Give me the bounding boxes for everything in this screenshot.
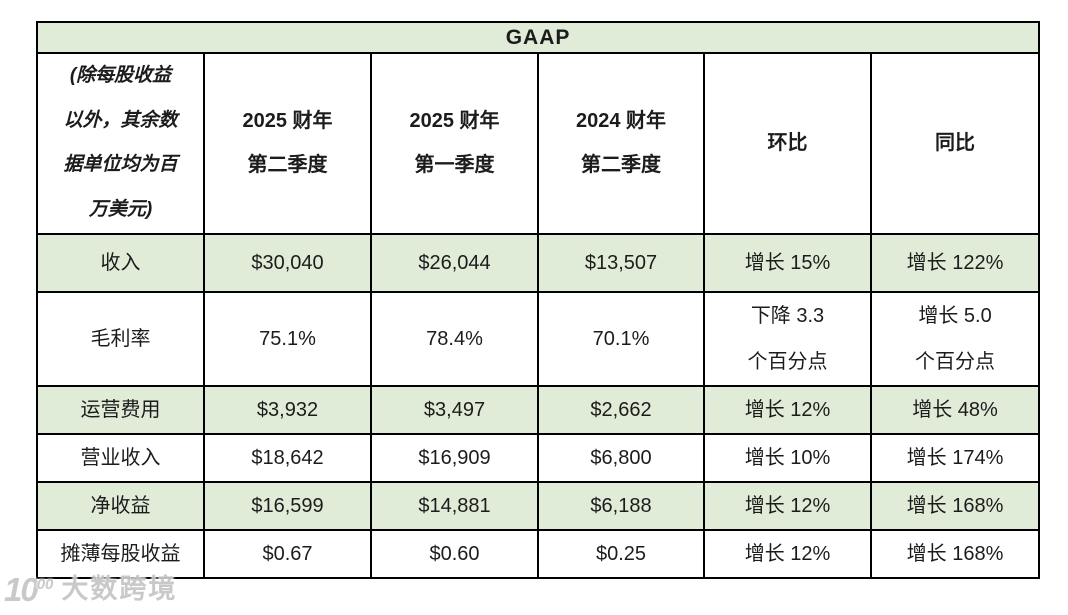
watermark-brand-text: 大数跨境 [61,574,178,604]
row-label: 营业收入 [36,432,205,483]
column-header-qoq: 环比 [703,52,872,235]
column-header-unit-note: (除每股收益 以外，其余数 据单位均为百 万美元) [36,52,205,235]
table-row-net-income: 净收益 $16,599 $14,881 $6,188 增长 12% 增长 168… [36,480,1041,531]
row-label: 摊薄每股收益 [36,528,205,579]
table-cell: 增长 122% [869,232,1041,293]
table-cell: 增长 12% [703,528,872,579]
table-row-operating-income: 营业收入 $18,642 $16,909 $6,800 增长 10% 增长 17… [36,432,1041,483]
table-cell: $26,044 [370,232,539,293]
row-label: 收入 [36,232,205,293]
dashu-10100-logo-icon: 1000 [4,571,54,608]
table-cell: 70.1% [537,290,705,387]
table-cell: $16,909 [370,432,539,483]
table-row-opex: 运营费用 $3,932 $3,497 $2,662 增长 12% 增长 48% [36,384,1041,435]
table-header-row: (除每股收益 以外，其余数 据单位均为百 万美元) 2025 财年 第二季度 2… [36,52,1041,235]
table-cell: $0.25 [537,528,705,579]
table-row-diluted-eps: 摊薄每股收益 $0.67 $0.60 $0.25 增长 12% 增长 168% [36,528,1041,579]
watermark: 1000 大数跨境 [4,573,177,606]
table-cell: 增长 5.0 个百分点 [869,290,1041,387]
table-title-row: GAAP [35,21,1041,54]
table-title: GAAP [35,21,1041,54]
table-cell: $18,642 [203,432,372,483]
row-label: 运营费用 [36,384,205,435]
column-header-fy2024-q2: 2024 财年 第二季度 [537,52,705,235]
table-cell: 增长 168% [869,480,1041,531]
table-cell: 增长 15% [703,232,872,293]
table-cell: 增长 12% [703,480,872,531]
table-cell: $3,932 [203,384,372,435]
table-cell: 下降 3.3 个百分点 [703,290,872,387]
table-cell: 增长 48% [869,384,1041,435]
table-cell: $0.60 [370,528,539,579]
row-label: 净收益 [36,480,205,531]
table-cell: 增长 174% [869,432,1041,483]
table-cell: $6,800 [537,432,705,483]
table-cell: $0.67 [203,528,372,579]
table-cell: $3,497 [370,384,539,435]
table-row-revenue: 收入 $30,040 $26,044 $13,507 增长 15% 增长 122… [36,232,1041,293]
gaap-table: GAAP (除每股收益 以外，其余数 据单位均为百 万美元) 2025 财年 第… [35,21,1041,579]
table-cell: $16,599 [203,480,372,531]
table-cell: $2,662 [537,384,705,435]
table-cell: 78.4% [370,290,539,387]
column-header-fy2025-q1: 2025 财年 第一季度 [370,52,539,235]
column-header-yoy: 同比 [869,52,1041,235]
table-cell: 增长 168% [869,528,1041,579]
table-cell: $30,040 [203,232,372,293]
column-header-fy2025-q2: 2025 财年 第二季度 [203,52,372,235]
table-cell: 增长 12% [703,384,872,435]
table-cell: $6,188 [537,480,705,531]
table-cell: $14,881 [370,480,539,531]
table-cell: $13,507 [537,232,705,293]
table-cell: 增长 10% [703,432,872,483]
table-cell: 75.1% [203,290,372,387]
row-label: 毛利率 [36,290,205,387]
table-row-gross-margin: 毛利率 75.1% 78.4% 70.1% 下降 3.3 个百分点 增长 5.0… [36,290,1041,387]
